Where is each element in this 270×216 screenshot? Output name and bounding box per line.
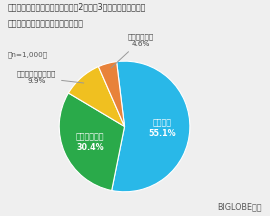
Text: ややそう思う
30.4%: ややそう思う 30.4% bbox=[76, 132, 104, 152]
Wedge shape bbox=[59, 93, 124, 191]
Text: 緊急事態宣言の発出をしてほしいか: 緊急事態宣言の発出をしてほしいか bbox=[8, 19, 84, 29]
Text: あまりそう思わない
9.9%: あまりそう思わない 9.9% bbox=[17, 71, 84, 84]
Text: （n=1,000）: （n=1,000） bbox=[8, 52, 48, 59]
Text: 今後新型コロナウイルス流行の第2波、第3波が発生した場合、: 今後新型コロナウイルス流行の第2波、第3波が発生した場合、 bbox=[8, 2, 146, 11]
Text: そう思う
55.1%: そう思う 55.1% bbox=[148, 118, 176, 138]
Wedge shape bbox=[99, 62, 124, 126]
Wedge shape bbox=[112, 61, 190, 192]
Wedge shape bbox=[68, 67, 124, 126]
Text: BIGLOBE調べ: BIGLOBE調べ bbox=[217, 203, 262, 212]
Text: そう思わない
4.6%: そう思わない 4.6% bbox=[111, 33, 154, 68]
